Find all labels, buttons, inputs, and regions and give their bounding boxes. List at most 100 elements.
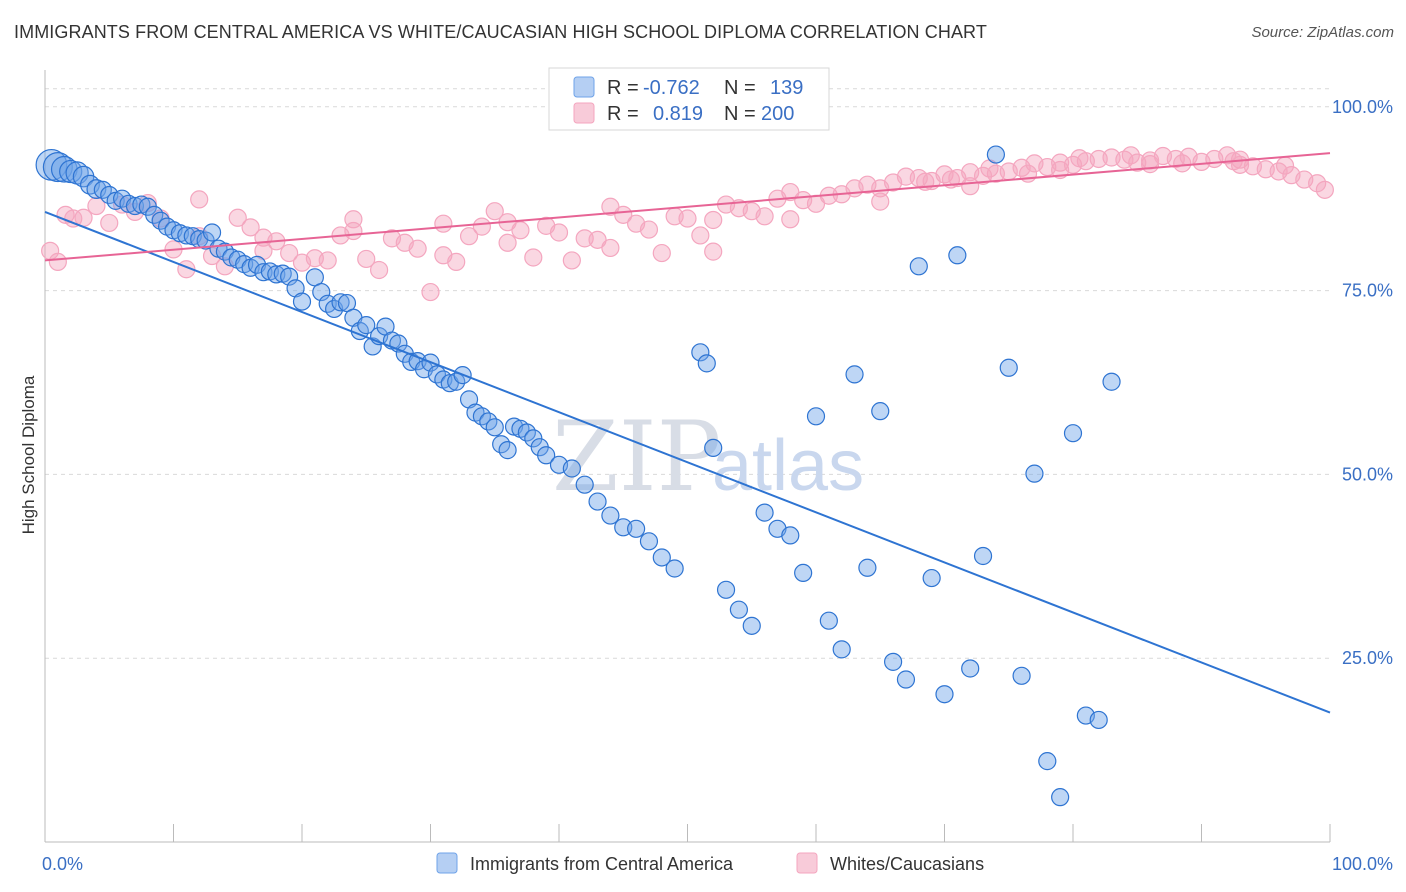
axes	[44, 70, 1331, 843]
whites-point-121	[1173, 154, 1192, 173]
immigrants-point-97	[806, 407, 826, 426]
x-tick-label-1: 100.0%	[1332, 854, 1393, 874]
whites-point-101	[1315, 180, 1334, 199]
bottom-legend-label-blue: Immigrants from Central America	[470, 854, 734, 874]
immigrants-point-87	[691, 343, 710, 362]
whites-point-26	[357, 249, 376, 269]
series-whites-points	[41, 146, 1334, 302]
immigrants-point-100	[845, 365, 864, 384]
chart-title: IMMIGRANTS FROM CENTRAL AMERICA VS WHITE…	[14, 22, 987, 42]
whites-point-31	[421, 282, 440, 302]
immigrants-point-13	[125, 196, 145, 216]
whites-point-39	[524, 248, 543, 267]
immigrants-point-115	[1038, 752, 1057, 771]
immigrants-point-112	[999, 358, 1018, 377]
whites-point-5	[87, 196, 106, 216]
immigrants-point-114	[1025, 464, 1044, 483]
whites-point-17	[241, 218, 260, 237]
whites-point-102	[190, 190, 209, 209]
whites-point-34	[459, 227, 479, 246]
legend-n-value-blue: 139	[770, 77, 803, 99]
trend-lines	[44, 152, 1331, 714]
legend-n-label-blue: N =	[724, 77, 756, 99]
legend-r-label-blue: R =	[607, 77, 639, 99]
whites-point-23	[318, 251, 337, 270]
immigrants-point-108	[948, 246, 967, 265]
immigrants-point-105	[909, 257, 928, 276]
bottom-legend: Immigrants from Central America Whites/C…	[436, 852, 984, 874]
immigrants-point-70	[498, 441, 517, 460]
immigrants-point-113	[1012, 666, 1031, 685]
watermark-zip: ZIP	[552, 401, 721, 513]
immigrants-point-79	[575, 475, 594, 494]
whites-point-111	[961, 177, 980, 196]
y-tick-label-2: 75.0%	[1342, 281, 1393, 301]
immigrants-point-61	[440, 374, 459, 393]
immigrants-point-107	[935, 685, 954, 704]
immigrants-point-90	[716, 580, 736, 599]
immigrants-point-88	[697, 354, 716, 373]
y-tick-label-3: 100.0%	[1332, 97, 1393, 117]
whites-point-52	[691, 226, 710, 245]
immigrants-point-92	[742, 616, 761, 635]
immigrants-point-93	[755, 503, 774, 522]
whites-point-123	[1275, 156, 1295, 175]
whites-point-36	[485, 202, 504, 221]
whites-point-105	[434, 214, 453, 233]
whites-point-27	[370, 260, 389, 280]
legend-r-value-blue: -0.762	[643, 77, 700, 99]
immigrants-point-91	[729, 600, 749, 619]
legend-r-label-pink: R =	[607, 103, 639, 125]
immigrants-point-1	[42, 152, 73, 183]
y-tick-label-0: 25.0%	[1342, 648, 1393, 668]
whites-point-41	[549, 223, 569, 242]
immigrants-point-103	[883, 652, 903, 671]
whites-point-3	[64, 209, 83, 228]
whites-point-59	[781, 182, 800, 202]
whites-point-110	[871, 192, 890, 211]
immigrants-point-104	[896, 670, 916, 689]
whites-point-108	[704, 242, 723, 261]
legend-swatch-pink	[573, 102, 595, 124]
immigrants-point-37	[280, 267, 299, 286]
whites-point-20	[280, 243, 299, 263]
immigrants-point-62	[447, 372, 466, 391]
whites-point-33	[447, 252, 466, 271]
whites-point-44	[588, 230, 607, 249]
immigrants-point-80	[588, 492, 607, 511]
bottom-legend-label-pink: Whites/Caucasians	[830, 854, 984, 874]
immigrants-point-81	[601, 506, 620, 525]
immigrants-point-96	[794, 563, 813, 583]
watermark-atlas: atlas	[712, 426, 864, 506]
immigrants-point-98	[819, 611, 838, 630]
x-tick-label-0: 0.0%	[42, 854, 83, 874]
whites-point-49	[652, 243, 671, 263]
immigrants-point-83	[626, 519, 646, 538]
whites-point-57	[755, 207, 774, 226]
immigrants-point-86	[665, 559, 684, 578]
legend-n-value-pink: 200	[761, 103, 794, 125]
immigrants-point-84	[639, 532, 659, 551]
immigrants-point-85	[652, 548, 671, 567]
legend-r-value-pink: 0.819	[653, 103, 703, 125]
whites-point-35	[472, 217, 491, 236]
legend-n-label-pink: N =	[724, 103, 756, 125]
immigrants-point-68	[485, 418, 504, 437]
immigrants-point-99	[832, 640, 851, 659]
immigrants-point-41	[312, 282, 331, 302]
immigrants-point-78	[562, 459, 581, 478]
whites-point-30	[408, 239, 427, 258]
y-tick-labels: 25.0% 50.0% 75.0% 100.0%	[1332, 97, 1393, 668]
whites-point-48	[639, 220, 659, 239]
bottom-legend-swatch-pink	[796, 852, 818, 874]
immigrants-point-117	[1063, 424, 1083, 443]
whites-point-16	[228, 208, 247, 227]
immigrants-point-109	[961, 659, 980, 678]
immigrants-point-119	[1089, 710, 1108, 730]
whites-point-119	[1070, 149, 1089, 168]
series-immigrants-points	[35, 97, 1121, 807]
whites-point-104	[344, 210, 363, 229]
whites-point-38	[511, 221, 530, 240]
legend: R = -0.762 N = 139 R = 0.819 N = 200	[548, 67, 830, 131]
immigrants-point-89	[704, 438, 723, 458]
